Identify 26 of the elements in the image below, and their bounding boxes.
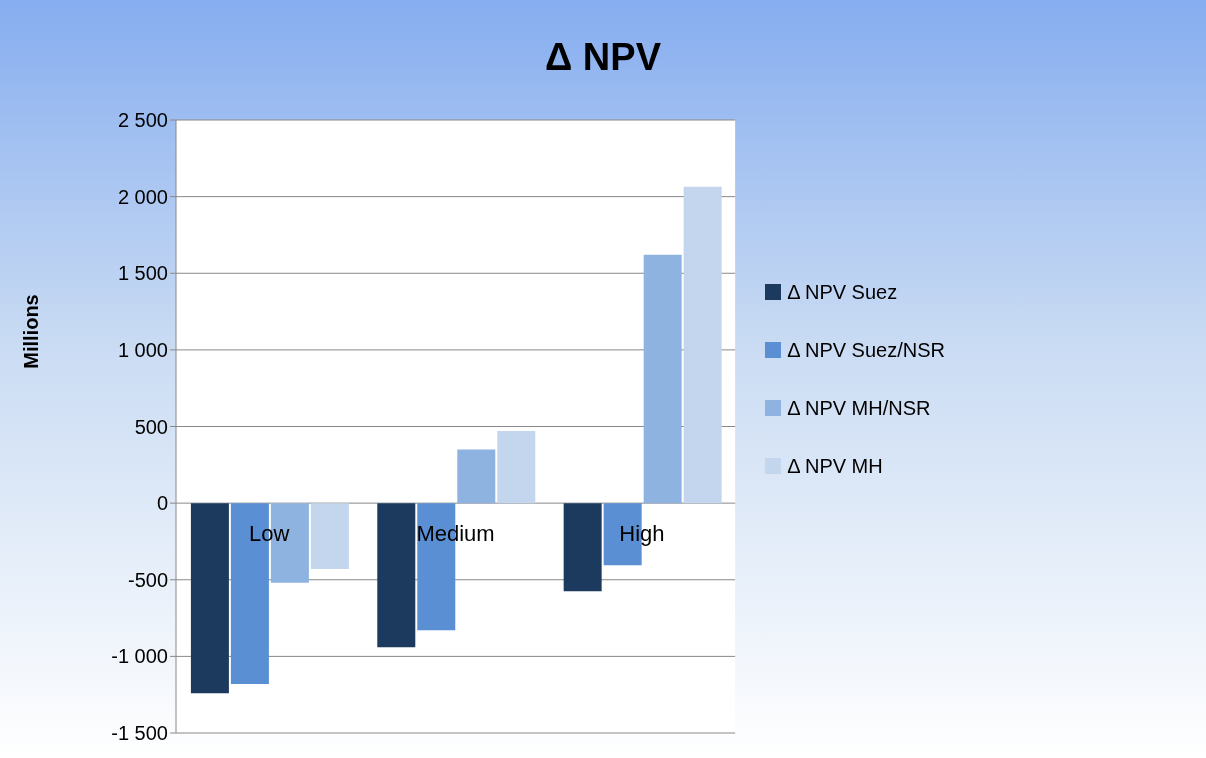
y-tick-label: -1 500 bbox=[111, 722, 168, 745]
x-tick-label: High bbox=[619, 521, 665, 547]
bar bbox=[497, 431, 536, 504]
x-tick-label: Low bbox=[249, 521, 290, 547]
legend-label: Δ NPV Suez/NSR bbox=[787, 338, 945, 362]
y-tick-label: -1 000 bbox=[111, 645, 168, 668]
y-tick-label: 2 000 bbox=[117, 185, 168, 208]
x-tick-label: Medium bbox=[416, 521, 495, 547]
legend-label: Δ NPV MH/NSR bbox=[787, 396, 931, 420]
y-tick-label: 0 bbox=[156, 492, 168, 515]
legend-label: Δ NPV MH bbox=[787, 454, 883, 478]
y-tick-label: 2 500 bbox=[117, 109, 168, 132]
y-tick-label: -500 bbox=[127, 568, 168, 591]
y-tick-label: 500 bbox=[134, 415, 168, 438]
y-tick-label: 1 500 bbox=[117, 262, 168, 285]
bar bbox=[563, 503, 602, 592]
chart-title: Δ NPV bbox=[544, 36, 662, 79]
bar bbox=[377, 503, 416, 648]
bar bbox=[683, 186, 722, 504]
y-axis-title: Millions bbox=[19, 294, 43, 369]
legend-label: Δ NPV Suez bbox=[787, 280, 898, 304]
bar bbox=[643, 254, 682, 504]
bar bbox=[190, 503, 229, 694]
bar bbox=[310, 503, 349, 570]
bar bbox=[457, 449, 496, 504]
y-tick-label: 1 000 bbox=[117, 338, 168, 361]
